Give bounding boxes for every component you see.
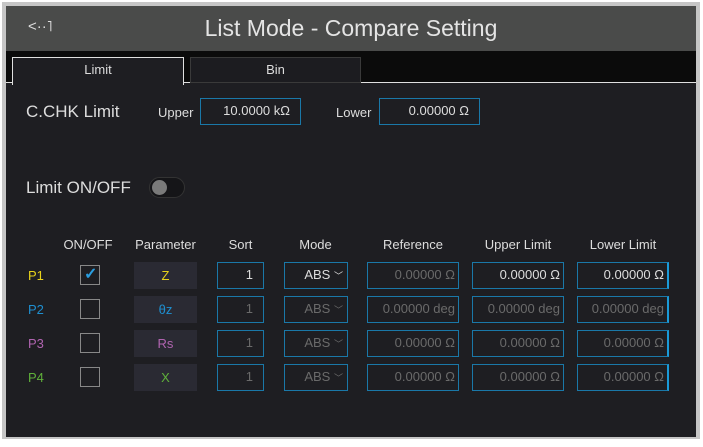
row-reference-input[interactable]: 0.00000 Ω	[367, 364, 459, 391]
row-lower-limit-input[interactable]: 0.00000 deg	[577, 296, 669, 323]
col-header-sort: Sort	[228, 237, 253, 252]
toggle-knob	[152, 180, 167, 195]
row-sort-input[interactable]: 1	[217, 262, 264, 289]
row-mode-select[interactable]: ABS ﹀	[284, 330, 348, 357]
row-id: P2	[28, 302, 44, 317]
tab-bar: Limit Bin	[6, 51, 696, 85]
back-return-icon[interactable]: <··˥	[28, 18, 53, 35]
col-header-parameter: Parameter	[135, 237, 196, 252]
window: <··˥ List Mode - Compare Setting Limit B…	[6, 6, 696, 437]
cchk-label: C.CHK Limit	[26, 102, 120, 121]
row-mode-select[interactable]: ABS ﹀	[284, 262, 348, 289]
row-sort-input[interactable]: 1	[217, 330, 264, 357]
row-reference-input[interactable]: 0.00000 Ω	[367, 262, 459, 289]
row-onoff-checkbox[interactable]: ✓	[80, 265, 100, 285]
chevron-down-icon: ﹀	[333, 373, 343, 383]
col-header-mode: Mode	[299, 237, 332, 252]
col-header-reference: Reference	[383, 237, 443, 252]
row-upper-limit-input[interactable]: 0.00000 Ω	[472, 262, 564, 289]
tab-limit[interactable]: Limit	[12, 57, 184, 85]
page-title: List Mode - Compare Setting	[204, 15, 498, 41]
limit-onoff-toggle[interactable]	[149, 177, 185, 198]
row-onoff-checkbox[interactable]	[80, 367, 100, 387]
col-header-upper-limit: Upper Limit	[484, 237, 552, 252]
mode-value: ABS	[304, 267, 331, 282]
check-icon: ✓	[84, 266, 98, 283]
row-upper-limit-input[interactable]: 0.00000 Ω	[472, 364, 564, 391]
row-sort-input[interactable]: 1	[217, 296, 264, 323]
row-mode-select[interactable]: ABS ﹀	[284, 364, 348, 391]
limit-onoff-label: Limit ON/OFF	[26, 178, 131, 197]
chevron-down-icon: ﹀	[333, 339, 343, 349]
row-upper-limit-input[interactable]: 0.00000 deg	[472, 296, 564, 323]
mode-value: ABS	[304, 335, 331, 350]
row-id: P4	[28, 370, 44, 385]
row-lower-limit-input[interactable]: 0.00000 Ω	[577, 364, 669, 391]
row-id: P1	[28, 268, 44, 283]
row-id: P3	[28, 336, 44, 351]
header: <··˥ List Mode - Compare Setting	[6, 6, 696, 51]
mode-value: ABS	[304, 369, 331, 384]
row-onoff-checkbox[interactable]	[80, 333, 100, 353]
cchk-lower-label: Lower	[336, 105, 372, 120]
chevron-down-icon: ﹀	[333, 271, 343, 281]
row-reference-input[interactable]: 0.00000 Ω	[367, 330, 459, 357]
tab-bin[interactable]: Bin	[190, 57, 361, 83]
row-parameter[interactable]: X	[134, 364, 197, 391]
col-header-lower-limit: Lower Limit	[589, 237, 657, 252]
row-sort-input[interactable]: 1	[217, 364, 264, 391]
row-reference-input[interactable]: 0.00000 deg	[367, 296, 459, 323]
row-parameter[interactable]: Z	[134, 262, 197, 289]
col-header-onoff: ON/OFF	[63, 237, 113, 252]
cchk-upper-label: Upper	[158, 105, 194, 120]
cchk-lower-input[interactable]: 0.00000 Ω	[379, 98, 480, 125]
row-onoff-checkbox[interactable]	[80, 299, 100, 319]
chevron-down-icon: ﹀	[333, 305, 343, 315]
row-mode-select[interactable]: ABS ﹀	[284, 296, 348, 323]
row-parameter[interactable]: Rs	[134, 330, 197, 357]
mode-value: ABS	[304, 301, 331, 316]
row-lower-limit-input[interactable]: 0.00000 Ω	[577, 330, 669, 357]
row-parameter[interactable]: θz	[134, 296, 197, 323]
row-lower-limit-input[interactable]: 0.00000 Ω	[577, 262, 669, 289]
cchk-upper-input[interactable]: 10.0000 kΩ	[200, 98, 301, 125]
row-upper-limit-input[interactable]: 0.00000 Ω	[472, 330, 564, 357]
